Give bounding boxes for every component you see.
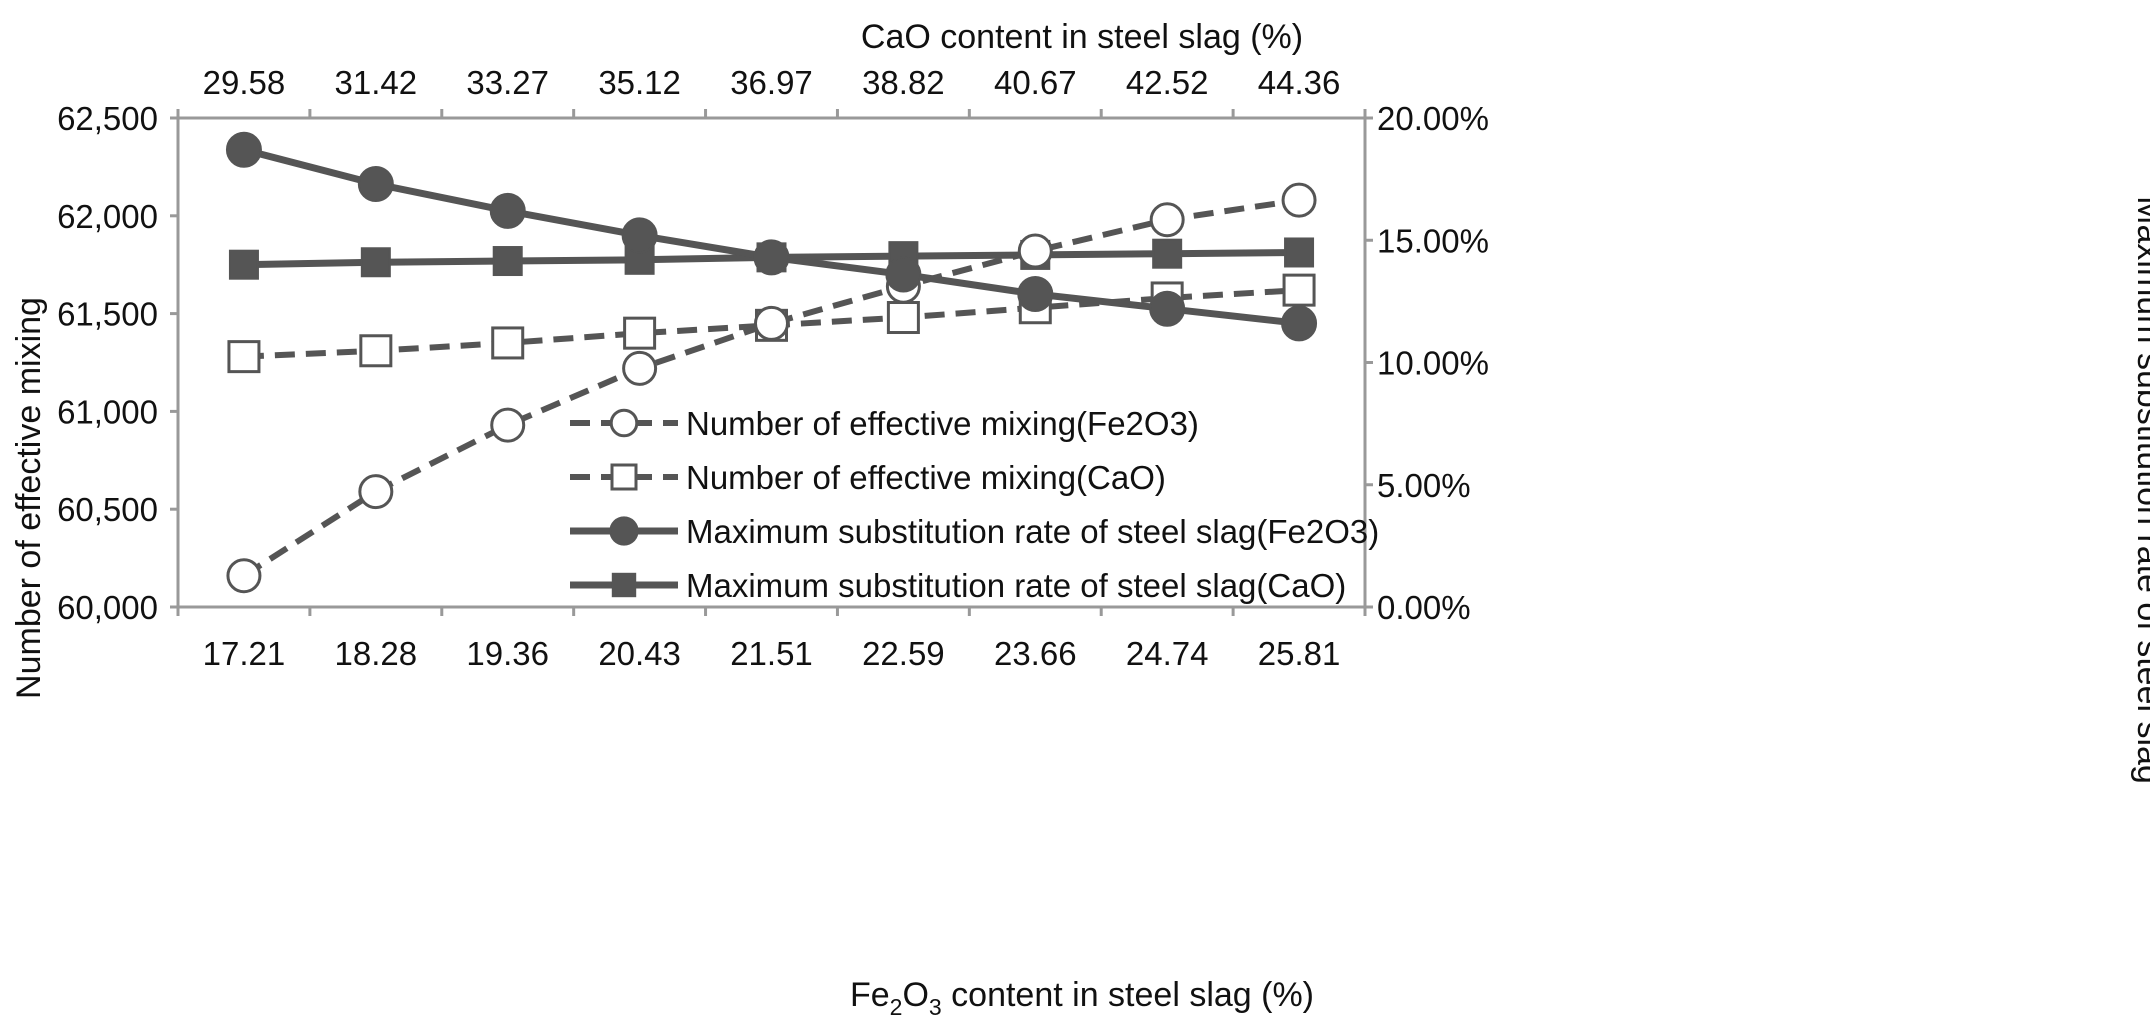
x-axis-title-part: content in steel slag (%) bbox=[942, 976, 1314, 1014]
y-tick-label: 61,500 bbox=[57, 296, 158, 333]
data-point bbox=[621, 217, 658, 254]
series-line bbox=[242, 197, 1300, 579]
axis-titles-group: CaO content in steel slag (%) Fe2O3 cont… bbox=[10, 18, 2150, 1020]
series-group bbox=[225, 131, 1318, 594]
x2-tick-label: 44.36 bbox=[1258, 64, 1341, 101]
legend-label: Number of effective mixing(Fe2O3) bbox=[686, 405, 1199, 442]
data-point bbox=[1281, 305, 1318, 342]
x-tick-label: 22.59 bbox=[862, 635, 945, 672]
legend-item: Number of effective mixing(Fe2O3) bbox=[570, 405, 1199, 442]
legend-item: Maximum substitution rate of steel slag(… bbox=[570, 567, 1346, 604]
x-tick-label: 25.81 bbox=[1258, 635, 1341, 672]
data-point bbox=[1152, 238, 1183, 269]
x2-tick-label: 38.82 bbox=[862, 64, 945, 101]
y-axis-title: Number of effective mixing bbox=[10, 297, 48, 699]
data-point bbox=[1017, 276, 1054, 313]
y-tick-label: 62,000 bbox=[57, 198, 158, 235]
x2-tick-label: 42.52 bbox=[1126, 64, 1209, 101]
legend-item: Number of effective mixing(CaO) bbox=[570, 459, 1166, 496]
legend-group: Number of effective mixing(Fe2O3) Number … bbox=[570, 405, 1379, 604]
data-point bbox=[225, 131, 262, 168]
data-point bbox=[357, 166, 394, 203]
data-point bbox=[754, 305, 789, 341]
x-axis-title-sub: 2 bbox=[890, 994, 903, 1020]
x-axis-title: Fe2O3 content in steel slag (%) bbox=[850, 976, 1314, 1020]
x-tick-label: 21.51 bbox=[730, 635, 813, 672]
data-point bbox=[492, 246, 523, 277]
x2-tick-label: 35.12 bbox=[598, 64, 681, 101]
data-point bbox=[360, 247, 391, 278]
data-point bbox=[1281, 182, 1317, 218]
x2-tick-label: 31.42 bbox=[335, 64, 418, 101]
legend-label: Maximum substitution rate of steel slag(… bbox=[686, 513, 1379, 550]
x-tick-label: 18.28 bbox=[335, 635, 418, 672]
series-1 bbox=[226, 182, 1317, 594]
x-tick-label: 23.66 bbox=[994, 635, 1077, 672]
legend-item: Maximum substitution rate of steel slag(… bbox=[570, 513, 1379, 550]
x2-tick-label: 33.27 bbox=[466, 64, 549, 101]
legend-marker bbox=[609, 408, 639, 438]
y-tick-label: 60,500 bbox=[57, 491, 158, 528]
data-point bbox=[489, 192, 526, 229]
data-point bbox=[623, 316, 657, 350]
data-point bbox=[226, 558, 262, 594]
x-tick-label: 24.74 bbox=[1126, 635, 1209, 672]
y2-tick-label: 5.00% bbox=[1377, 467, 1471, 504]
legend-marker bbox=[611, 572, 637, 598]
y2-axis-title: Maximum substitution rate of steel slag bbox=[2130, 196, 2150, 784]
x-tick-label: 17.21 bbox=[203, 635, 286, 672]
data-point bbox=[885, 256, 922, 293]
data-point bbox=[359, 334, 393, 368]
data-point bbox=[753, 239, 790, 276]
y-tick-label: 61,000 bbox=[57, 393, 158, 430]
data-point bbox=[886, 301, 920, 335]
data-point bbox=[490, 407, 526, 443]
x-axis-title-part: O bbox=[902, 976, 928, 1014]
y2-tick-label: 20.00% bbox=[1377, 100, 1489, 137]
data-point bbox=[622, 350, 658, 386]
data-point bbox=[358, 474, 394, 510]
y-tick-label: 60,000 bbox=[57, 589, 158, 626]
x-tick-label: 19.36 bbox=[466, 635, 549, 672]
legend-label: Maximum substitution rate of steel slag(… bbox=[686, 567, 1346, 604]
data-point bbox=[228, 249, 259, 280]
data-point bbox=[1282, 273, 1316, 307]
x-axis-title-sub: 3 bbox=[929, 994, 942, 1020]
data-point bbox=[227, 340, 261, 374]
legend-marker bbox=[610, 463, 638, 491]
x2-tick-label: 29.58 bbox=[203, 64, 286, 101]
data-point bbox=[1149, 202, 1185, 238]
x2-tick-label: 36.97 bbox=[730, 64, 813, 101]
legend-marker bbox=[609, 516, 639, 546]
x-tick-label: 20.43 bbox=[598, 635, 681, 672]
series-line bbox=[243, 146, 1300, 327]
data-point bbox=[491, 326, 525, 360]
y-tick-label: 62,500 bbox=[57, 100, 158, 137]
axes-group: 17.21 18.28 19.36 20.43 21.51 22.59 23.66 24.74… bbox=[57, 64, 1489, 672]
data-point bbox=[1284, 237, 1315, 268]
series-3 bbox=[225, 131, 1318, 342]
data-point bbox=[1149, 290, 1186, 327]
y2-tick-label: 0.00% bbox=[1377, 589, 1471, 626]
y2-tick-label: 10.00% bbox=[1377, 345, 1489, 382]
legend-label: Number of effective mixing(CaO) bbox=[686, 459, 1166, 496]
y2-tick-label: 15.00% bbox=[1377, 222, 1489, 259]
data-point bbox=[1017, 233, 1053, 269]
x-axis-title-part: Fe bbox=[850, 976, 890, 1014]
x2-axis-title: CaO content in steel slag (%) bbox=[861, 18, 1303, 56]
x2-tick-label: 40.67 bbox=[994, 64, 1077, 101]
